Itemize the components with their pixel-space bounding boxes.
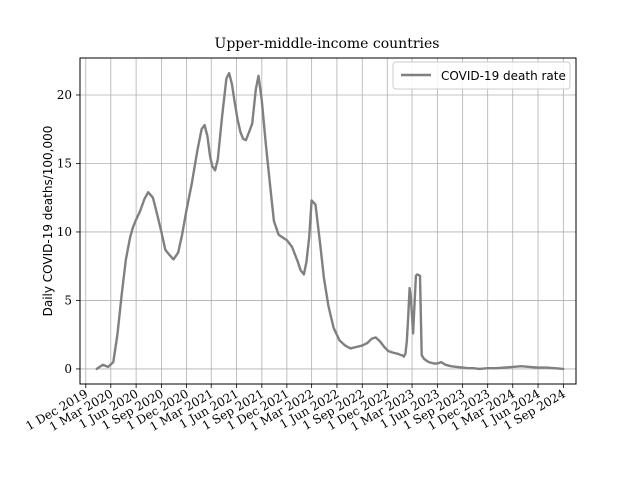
- y-tick-label: 20: [57, 88, 72, 102]
- legend-box: [392, 61, 571, 90]
- grid: [80, 58, 576, 384]
- plot-frame: [79, 57, 577, 385]
- legend: COVID-19 death rate: [392, 61, 571, 90]
- y-tick-label: 15: [57, 156, 72, 170]
- y-axis-ticks: 0 5 10 15 20: [57, 88, 80, 376]
- y-tick-label: 5: [64, 293, 72, 307]
- chart-title: Upper-middle-income countries: [215, 36, 440, 52]
- series-line: [95, 71, 565, 371]
- y-axis-label: Daily COVID-19 deaths/100,000: [41, 126, 55, 317]
- y-tick-label: 10: [57, 225, 72, 239]
- y-tick-label: 0: [64, 362, 72, 376]
- legend-label: COVID-19 death rate: [441, 69, 566, 83]
